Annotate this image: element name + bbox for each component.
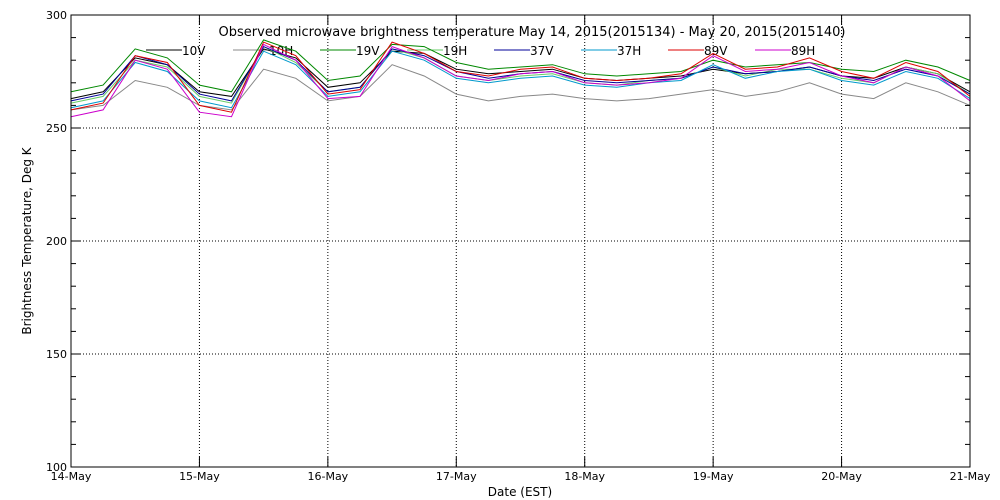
legend: 10V 10H 19V 19H 37V 37H 89V 89H xyxy=(146,44,815,58)
axis-ticks: 100 150 200 250 300 14-May 15-May 16-May 17-May 1… xyxy=(46,9,991,483)
legend-label-89v: 89V xyxy=(704,44,728,58)
y-tick-label: 100 xyxy=(46,461,67,474)
x-tick-label: 16-May xyxy=(307,470,348,483)
series-line-89v xyxy=(70,41,971,113)
series-line-89h xyxy=(70,43,971,118)
y-tick-label: 200 xyxy=(46,235,67,248)
x-tick-label: 15-May xyxy=(179,470,220,483)
grid-lines xyxy=(71,15,970,467)
plot-frame xyxy=(70,14,971,468)
x-tick-label: 19-May xyxy=(693,470,734,483)
legend-label-37v: 37V xyxy=(530,44,554,58)
y-tick-label: 300 xyxy=(46,9,67,22)
legend-label-19h: 19H xyxy=(443,44,467,58)
x-tick-label: 14-May xyxy=(51,470,92,483)
x-tick-label: 20-May xyxy=(821,470,862,483)
x-axis-label: Date (EST) xyxy=(488,485,552,499)
series-line-19v xyxy=(70,39,971,93)
series-line-19h xyxy=(70,45,971,104)
legend-label-89h: 89H xyxy=(791,44,815,58)
legend-label-10v: 10V xyxy=(182,44,206,58)
chart-title: Observed microwave brightness temperatur… xyxy=(219,25,846,40)
series-line-37h xyxy=(70,50,971,109)
legend-label-37h: 37H xyxy=(617,44,641,58)
y-tick-label: 150 xyxy=(46,348,67,361)
legend-label-10h: 10H xyxy=(269,44,293,58)
x-tick-label: 17-May xyxy=(436,470,477,483)
legend-label-19v: 19V xyxy=(356,44,380,58)
x-tick-label: 21-May xyxy=(950,470,991,483)
series-line-10h xyxy=(70,64,971,111)
y-axis-label: Brightness Temperature, Deg K xyxy=(20,146,34,334)
y-tick-label: 250 xyxy=(46,122,67,135)
x-tick-label: 18-May xyxy=(564,470,605,483)
series-lines xyxy=(70,39,971,118)
